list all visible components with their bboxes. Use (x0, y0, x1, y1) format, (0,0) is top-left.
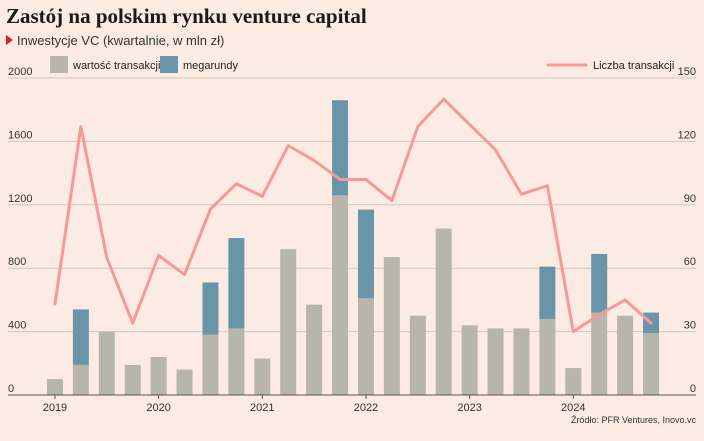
line-liczba-transakcji (53, 97, 653, 334)
bar-wartosc-transakcji (46, 379, 63, 395)
legend-label-liczba: Liczba transakcji (593, 60, 674, 72)
source-note: Źródło: PFR Ventures, Inovo.vc (571, 415, 697, 425)
bar-wartosc-transakcji (383, 257, 400, 395)
legend-swatch-megarundy (160, 56, 178, 73)
legend: wartość transakcji megarundy Liczba transa… (50, 56, 674, 73)
bars (46, 100, 660, 395)
bar-wartosc-transakcji (461, 325, 478, 395)
y-left-tick-label: 0 (8, 383, 14, 395)
bar-megarundy (332, 100, 349, 196)
y-right-tick-label: 120 (678, 129, 696, 141)
chart-subtitle-row: Inwestycje VC (kwartalnie, w mln zł) (6, 33, 224, 48)
bar-wartosc-transakcji (357, 298, 374, 395)
chart-title: Zastój na polskim rynku venture capital (6, 4, 367, 28)
bar-wartosc-transakcji (435, 228, 452, 395)
bar-wartosc-transakcji (202, 334, 219, 395)
bar-wartosc-transakcji (72, 364, 89, 395)
bar-megarundy (228, 238, 245, 329)
bar-wartosc-transakcji (487, 328, 504, 395)
y-left-tick-label: 800 (8, 256, 26, 268)
y-left-tick-label: 1600 (8, 129, 32, 141)
grid-lines (8, 77, 696, 333)
bar-wartosc-transakcji (98, 331, 115, 395)
y-right-tick-label: 90 (684, 193, 696, 205)
bar-wartosc-transakcji (409, 315, 426, 395)
bar-wartosc-transakcji (176, 369, 193, 395)
bar-wartosc-transakcji (617, 315, 634, 395)
axes: 0 0 400 30 800 60 1200 90 1600 120 2000 150 2019 2020… (8, 66, 696, 414)
x-tick-label: 2023 (457, 402, 481, 414)
triangle-marker-icon (6, 35, 13, 45)
bar-wartosc-transakcji (150, 356, 167, 395)
bar-wartosc-transakcji (643, 333, 660, 395)
bar-wartosc-transakcji (306, 304, 323, 395)
bar-megarundy (72, 309, 89, 365)
x-tick-label: 2024 (561, 402, 585, 414)
y-right-tick-label: 30 (684, 320, 696, 332)
y-right-tick-label: 60 (684, 256, 696, 268)
legend-swatch-wartosc (50, 56, 68, 73)
bar-wartosc-transakcji (513, 328, 530, 395)
x-tick-label: 2022 (354, 402, 378, 414)
y-right-tick-label: 150 (678, 66, 696, 78)
bar-wartosc-transakcji (591, 312, 608, 395)
legend-label-megarundy: megarundy (183, 60, 239, 72)
chart-subtitle: Inwestycje VC (kwartalnie, w mln zł) (17, 33, 225, 48)
bar-wartosc-transakcji (254, 358, 271, 395)
y-left-tick-label: 1200 (8, 193, 32, 205)
bar-wartosc-transakcji (565, 368, 582, 395)
y-right-tick-label: 0 (690, 383, 696, 395)
x-tick-label: 2020 (146, 402, 170, 414)
bar-megarundy (202, 282, 219, 335)
y-left-tick-label: 2000 (8, 66, 32, 78)
y-left-tick-label: 400 (8, 320, 26, 332)
bar-wartosc-transakcji (228, 328, 245, 395)
x-tick-label: 2019 (43, 402, 67, 414)
bar-megarundy (357, 209, 374, 299)
line-series (53, 97, 653, 334)
bar-megarundy (539, 266, 556, 319)
bar-megarundy (591, 253, 608, 313)
bar-wartosc-transakcji (539, 318, 556, 395)
x-tick-label: 2021 (250, 402, 274, 414)
bar-wartosc-transakcji (124, 364, 141, 395)
bar-wartosc-transakcji (332, 195, 349, 395)
legend-label-wartosc: wartość transakcji (72, 60, 160, 72)
bar-wartosc-transakcji (280, 249, 297, 395)
